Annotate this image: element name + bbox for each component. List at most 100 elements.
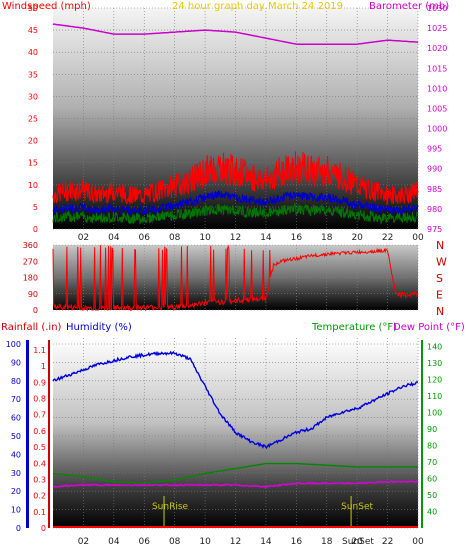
barometer-tick-label: 1000 — [427, 125, 447, 134]
wind-direction-line — [52, 244, 419, 312]
direction-degree-label: 270 — [23, 257, 38, 266]
direction-degree-label: 360 — [23, 241, 38, 250]
dewpoint-line — [53, 480, 419, 489]
hour-tick-label: 08 — [169, 537, 181, 547]
humidity-tick-label: 90 — [11, 358, 21, 367]
sunset-tick-label: SunSet — [342, 537, 374, 547]
temperature-tick-label: 90 — [427, 425, 437, 434]
hour-tick-label: 10 — [199, 233, 211, 243]
hour-tick-label: 04 — [108, 537, 120, 547]
windspeed-tick-label: 30 — [28, 92, 38, 101]
humidity-tick-label: 70 — [11, 395, 21, 404]
direction-series — [52, 244, 419, 312]
compass-letter: N — [436, 305, 444, 318]
barometer-series — [52, 23, 419, 45]
windspeed-average-line — [52, 190, 419, 216]
humidity-axis-bar — [26, 340, 29, 528]
compass-letter: W — [436, 256, 447, 269]
windspeed-axis-label: Windspeed (mph) — [2, 1, 91, 12]
temperature-tick-label: 60 — [427, 474, 437, 483]
rainfall-tick-label: 0.7 — [33, 411, 46, 420]
rainfall-tick-label: 0.6 — [33, 427, 46, 436]
panel1-hour-tick-labels: 02 04 06 08 10 12 14 16 18 20 22 00 — [78, 233, 424, 243]
barometer-line — [52, 23, 419, 45]
barometer-tick-label: 980 — [427, 205, 442, 214]
rainfall-axis-bar — [48, 340, 50, 528]
rainfall-tick-label: 0.3 — [33, 475, 46, 484]
hour-tick-label: 02 — [78, 233, 89, 243]
humidity-tick-label: 50 — [11, 432, 21, 441]
hour-tick-label: 12 — [230, 537, 241, 547]
barometer-tick-labels: 975 980 985 990 995 1000 1005 1010 1015 1020 1025 1… — [427, 4, 447, 234]
temperature-tick-label: 140 — [427, 342, 442, 351]
windspeed-tick-label: 15 — [28, 159, 38, 168]
hour-tick-label: 00 — [412, 233, 424, 243]
windspeed-series — [52, 151, 419, 225]
hour-tick-label: 06 — [139, 233, 151, 243]
humidity-axis-label: Humidity (%) — [66, 322, 132, 333]
barometer-tick-label: 1005 — [427, 104, 447, 113]
rainfall-tick-label: 0.4 — [33, 459, 46, 468]
barometer-tick-label: 1030 — [427, 4, 447, 13]
temperature-tick-label: 110 — [427, 392, 442, 401]
rainfall-tick-label: 0.5 — [33, 443, 46, 452]
compass-letter: E — [436, 289, 443, 302]
hour-tick-label: 22 — [382, 233, 393, 243]
temperature-axis-label: Temperature (°F) — [311, 322, 397, 333]
humidity-tick-label: 0 — [16, 524, 21, 533]
humidity-tick-label: 60 — [11, 414, 21, 423]
temperature-tick-label: 80 — [427, 441, 437, 450]
barometer-tick-label: 975 — [427, 225, 442, 234]
humidity-tick-label: 100 — [6, 340, 21, 349]
humidity-tick-label: 10 — [11, 506, 21, 515]
humidity-tick-labels: 0 10 20 30 40 50 60 70 80 90 100 — [6, 340, 21, 533]
hour-tick-label: 20 — [351, 537, 363, 547]
windspeed-tick-label: 0 — [33, 225, 38, 234]
hour-tick-label: 22 — [382, 537, 393, 547]
sunset-label: SunSet — [341, 502, 373, 512]
windspeed-tick-label: 45 — [28, 26, 38, 35]
hour-tick-label: 14 — [260, 537, 272, 547]
compass-letter: N — [436, 239, 444, 252]
humidity-grid — [53, 338, 419, 529]
hour-tick-label: 20 — [351, 233, 363, 243]
humidity-tick-label: 30 — [11, 469, 21, 478]
humidity-tick-label: 80 — [11, 377, 21, 386]
temperature-tick-label: 70 — [427, 458, 437, 467]
windspeed-low-line — [52, 202, 419, 225]
barometer-tick-label: 1025 — [427, 24, 447, 33]
temperature-tick-label: 40 — [427, 507, 437, 516]
barometer-tick-label: 1020 — [427, 44, 447, 53]
temperature-line — [52, 462, 418, 485]
panel3-hour-tick-labels: 02 04 06 08 10 12 14 16 18 20 22 00 — [78, 537, 424, 547]
temperature-tick-label: 130 — [427, 359, 442, 368]
direction-degree-labels: 0 90 180 270 360 — [23, 241, 38, 315]
rainfall-tick-label: 1 — [41, 362, 46, 371]
windspeed-tick-label: 50 — [28, 4, 38, 13]
hour-tick-label: 16 — [291, 537, 303, 547]
barometer-tick-label: 995 — [427, 145, 442, 154]
windspeed-tick-label: 25 — [28, 115, 38, 124]
hour-tick-label: 00 — [412, 537, 424, 547]
hour-tick-label: 18 — [321, 537, 333, 547]
rainfall-axis-label: Rainfall (.in) — [1, 322, 62, 333]
hour-tick-label: 16 — [291, 233, 303, 243]
rainfall-tick-label: 1.1 — [33, 346, 46, 355]
humidity-temp-panel: SunRise SunSet Rainfall (.in) Humidity (%… — [1, 322, 465, 547]
hour-tick-label: 06 — [139, 537, 151, 547]
barometer-axis-label: Barometer (mb) — [369, 1, 449, 12]
rainfall-tick-labels: 0 0.1 0.2 0.3 0.4 0.5 0.6 0.7 0.8 0.9 1 1.1 — [33, 346, 46, 533]
hour-tick-label: 04 — [108, 233, 120, 243]
temperature-axis-bar — [421, 340, 423, 528]
wind-baro-panel: Windspeed (mph) 24 hour graph day March … — [2, 1, 449, 243]
temperature-tick-label: 50 — [427, 491, 437, 500]
hour-tick-label: 02 — [78, 537, 89, 547]
humidity-tick-label: 40 — [11, 450, 21, 459]
temperature-tick-labels: 40 50 60 70 80 90 100 110 120 130 140 — [427, 342, 442, 516]
windspeed-tick-label: 5 — [33, 203, 38, 212]
hour-tick-label: 08 — [169, 233, 181, 243]
windspeed-gust-line — [52, 151, 419, 206]
